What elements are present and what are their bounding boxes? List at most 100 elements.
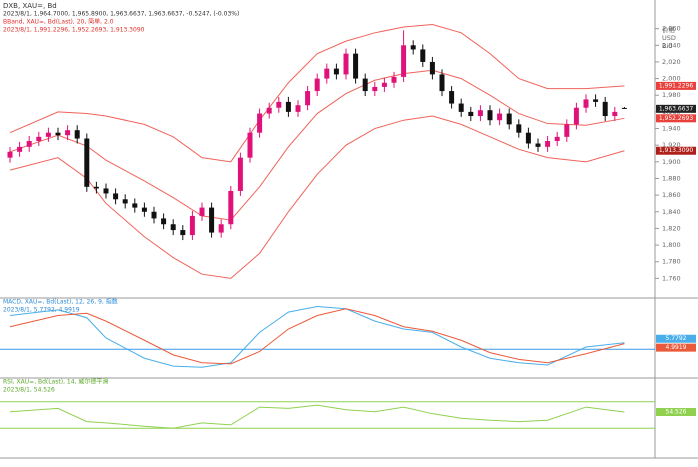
y-tick-label: 1,980 xyxy=(662,91,681,99)
candle-body xyxy=(497,113,503,121)
candle-body xyxy=(218,224,224,233)
candle-body xyxy=(401,45,407,77)
candle-body xyxy=(161,218,167,225)
price-tag-label: 1,991.2296 xyxy=(659,82,694,89)
candle-body xyxy=(353,53,359,79)
candle-body xyxy=(391,76,397,83)
candle-body xyxy=(36,136,42,142)
candle-body xyxy=(276,101,282,108)
overlay-subtitle: 2023/8/1, 1,991.2296, 1,952.2693, 1,913.… xyxy=(3,27,145,34)
candle-body xyxy=(209,207,215,233)
candle-body xyxy=(247,132,253,158)
y-tick-label: 1,940 xyxy=(662,125,681,133)
y-axis-label: Bid xyxy=(662,42,672,50)
candle-body xyxy=(564,124,570,137)
y-tick-label: 1,780 xyxy=(662,258,681,266)
line xyxy=(9,69,625,221)
candle-body xyxy=(612,111,618,117)
candle-body xyxy=(122,199,128,204)
line xyxy=(9,115,625,279)
candle-body xyxy=(333,68,339,75)
candle-body xyxy=(141,207,147,212)
candle-body xyxy=(583,99,589,108)
candle-body xyxy=(314,78,320,92)
candle-body xyxy=(381,82,387,87)
y-axis-label: 价格 xyxy=(662,25,676,34)
candle-body xyxy=(228,190,234,225)
candle-body xyxy=(593,99,599,102)
price-tag xyxy=(656,334,696,343)
candle-body xyxy=(621,107,627,109)
line xyxy=(9,23,625,163)
line xyxy=(9,305,625,368)
candle-body xyxy=(343,53,349,75)
y-tick-label: 1,760 xyxy=(662,274,681,282)
candle-body xyxy=(45,132,51,137)
candle-body xyxy=(506,113,512,125)
candle-body xyxy=(525,132,531,144)
y-tick-label: 2,040 xyxy=(662,41,681,49)
candle-body xyxy=(93,186,99,189)
y-tick-label: 1,840 xyxy=(662,208,681,216)
chart-subtitle: 2023/8/1, 1,964.7000, 1,965.8900, 1,963.… xyxy=(3,11,239,18)
y-tick-label: 1,800 xyxy=(662,241,681,249)
price-tag xyxy=(656,104,696,113)
price-tag-label: 5.7792 xyxy=(666,335,687,342)
candle-body xyxy=(7,151,13,158)
line xyxy=(9,404,625,429)
candle-body xyxy=(132,203,138,208)
candle-body xyxy=(458,103,464,112)
y-tick-label: 1,820 xyxy=(662,224,681,232)
candle-body xyxy=(55,132,61,136)
panel-title: RSI, XAU=, Bd(Last), 14, 威尔德平滑 xyxy=(3,378,108,386)
price-tag-label: 4.9919 xyxy=(666,344,687,351)
candle-body xyxy=(420,49,426,62)
candle-body xyxy=(468,111,474,117)
price-tag-label: 54.526 xyxy=(666,409,687,416)
candle-body xyxy=(372,86,378,92)
candle-body xyxy=(257,113,263,133)
panel-subtitle: 2023/8/1, 5.7792, 4.9919 xyxy=(3,307,80,314)
candle-body xyxy=(449,91,455,104)
candle-body xyxy=(305,91,311,106)
candle-body xyxy=(487,110,493,121)
overlay-title: BBand, XAU=, Bd(Last), 20, 简单, 2.0 xyxy=(3,18,114,26)
price-tag-label: 1,952.2693 xyxy=(659,115,694,122)
y-tick-label: 2,000 xyxy=(662,75,681,83)
candle-body xyxy=(285,101,291,112)
candle-body xyxy=(324,68,330,79)
candle-body xyxy=(516,124,522,133)
candle-body xyxy=(362,78,368,92)
price-tag xyxy=(656,114,696,123)
candle-body xyxy=(180,230,186,236)
candle-body xyxy=(295,105,301,112)
candle-body xyxy=(103,188,109,194)
candle-body xyxy=(477,110,483,117)
y-tick-label: 2,060 xyxy=(662,25,681,33)
y-tick-label: 1,880 xyxy=(662,174,681,182)
candle-body xyxy=(545,141,551,147)
candle-body xyxy=(189,215,195,236)
candle-body xyxy=(573,107,579,125)
candle-body xyxy=(429,61,435,75)
candle-body xyxy=(266,107,272,114)
chart-title: DXB, XAU=, Bd xyxy=(3,2,57,10)
candle-body xyxy=(199,207,205,216)
price-tag xyxy=(656,146,696,155)
price-tag-label: 1,963.6637 xyxy=(659,105,694,112)
candle-body xyxy=(237,157,243,191)
candle-body xyxy=(65,130,71,136)
panel-title: MACD, XAU=, Bd(Last), 12, 26, 9, 指数 xyxy=(3,298,118,306)
candle-body xyxy=(170,224,176,231)
price-tag xyxy=(656,81,696,90)
candle-body xyxy=(17,146,23,152)
price-tag xyxy=(656,343,696,352)
y-tick-label: 1,920 xyxy=(662,141,681,149)
candle-body xyxy=(74,130,80,139)
candle-body xyxy=(113,193,119,200)
panel-subtitle: 2023/8/1, 54.526 xyxy=(3,387,55,394)
candle-body xyxy=(554,136,560,142)
candle-body xyxy=(84,138,90,187)
